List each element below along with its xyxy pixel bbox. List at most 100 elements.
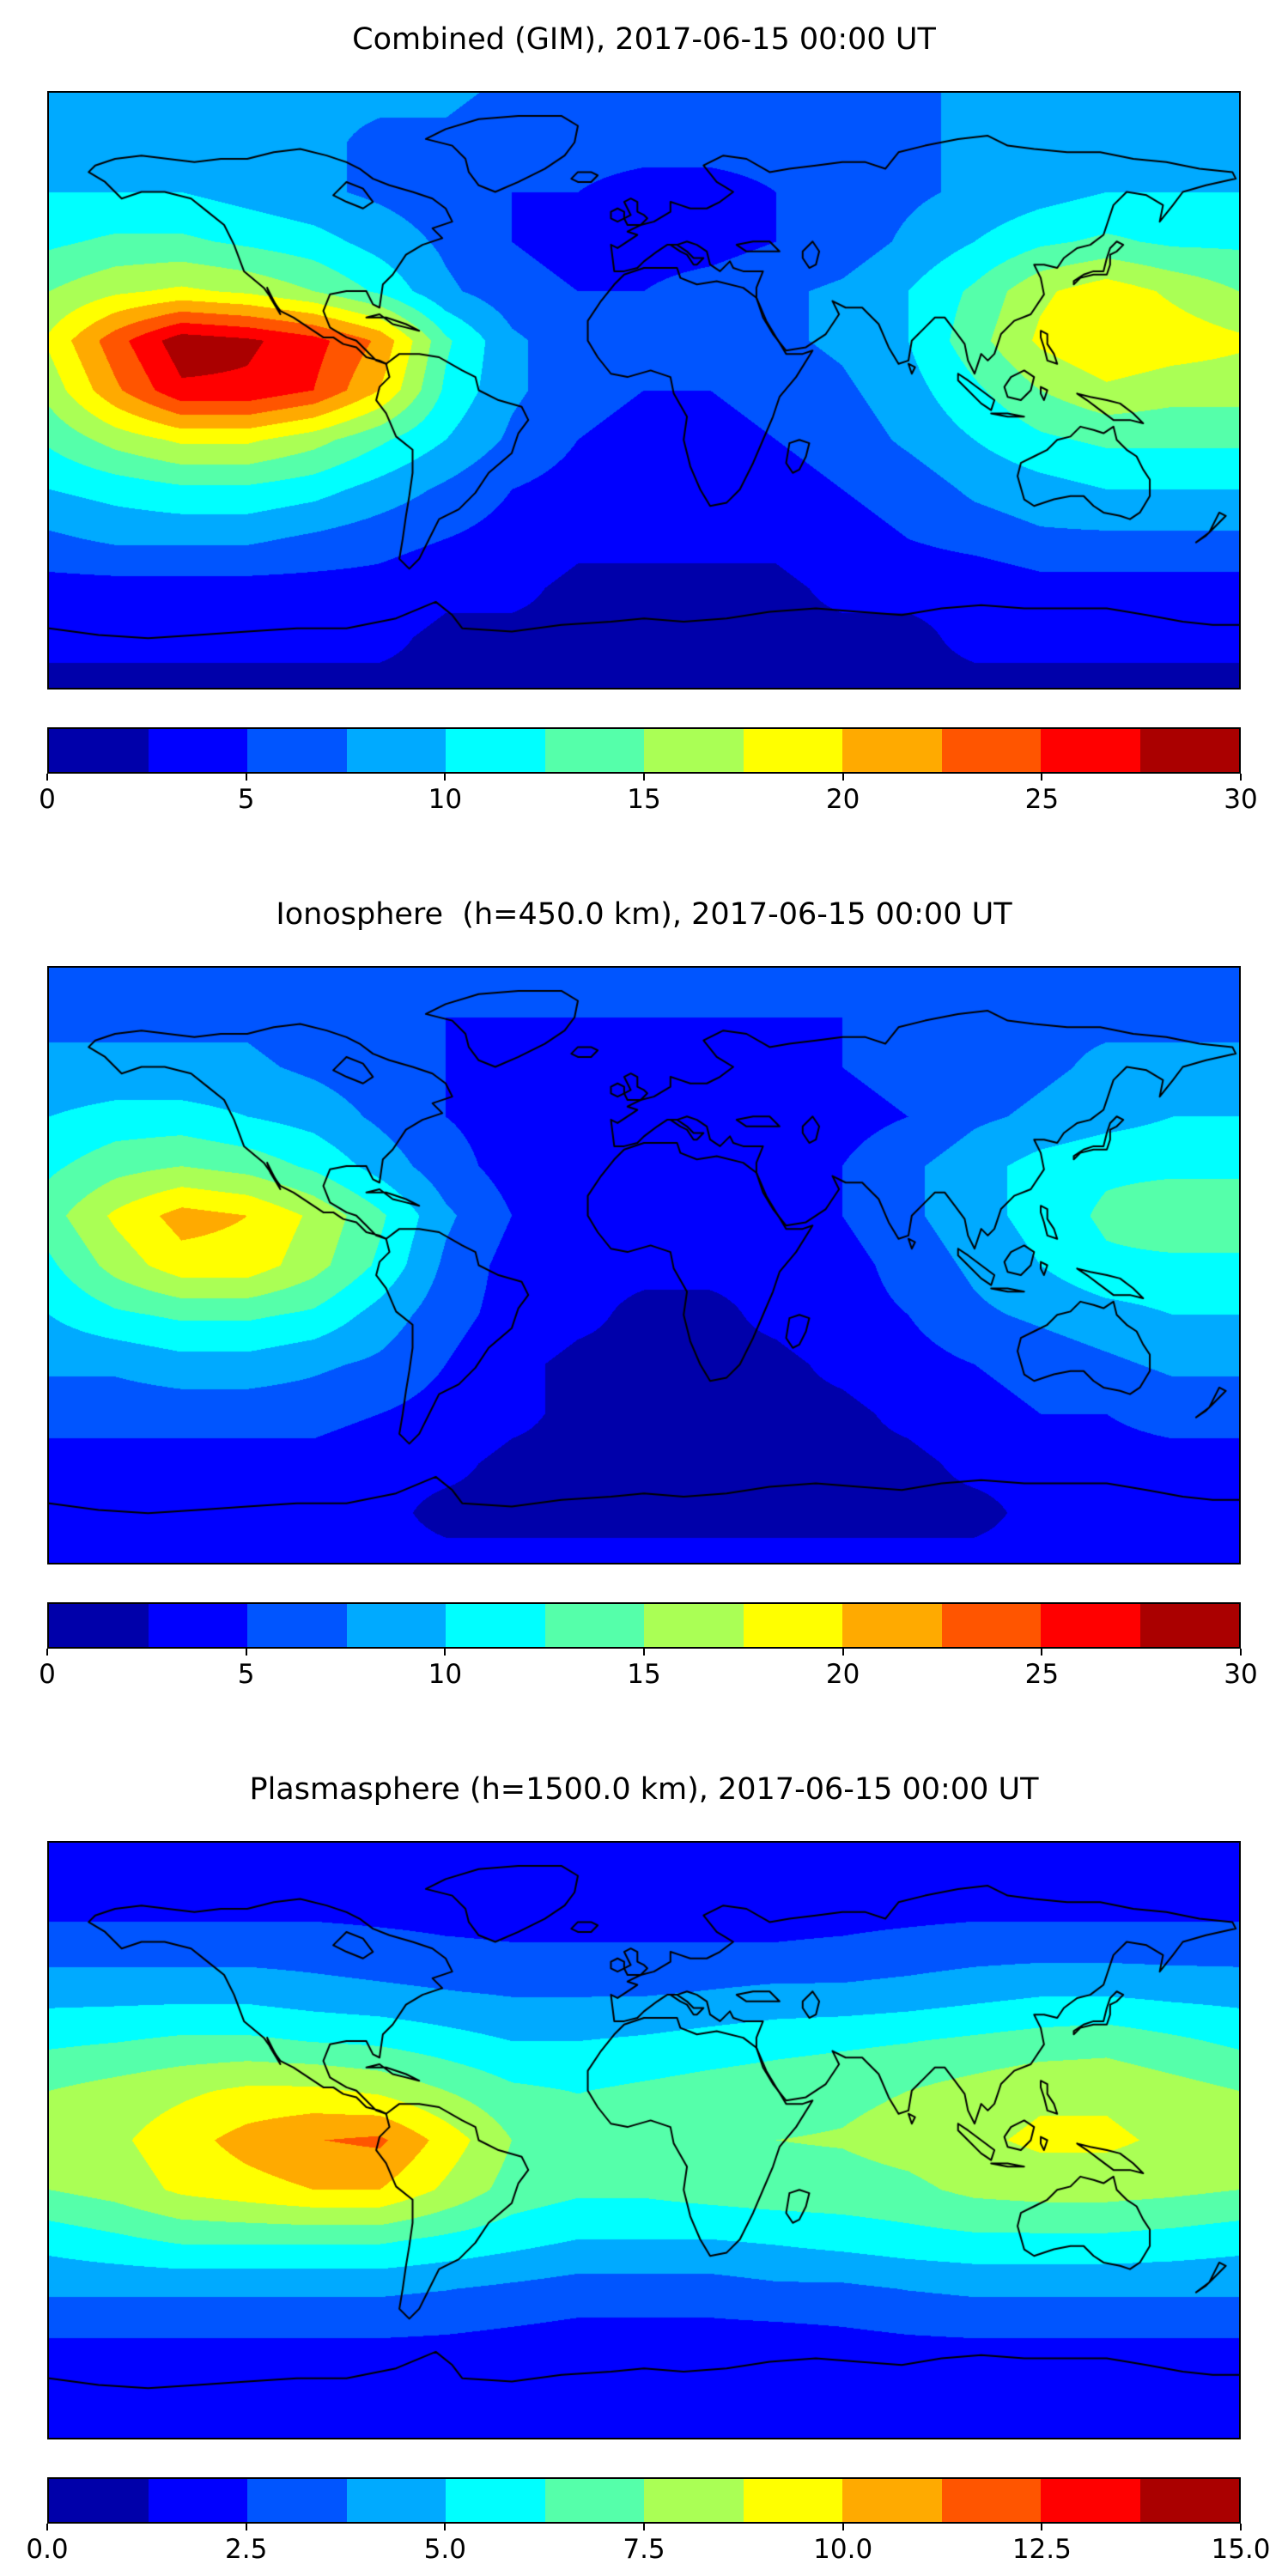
colorbar-tick-label: 0: [39, 784, 56, 815]
colorbar-band: [941, 1604, 1041, 1647]
colorbar-tick-label: 12.5: [1012, 2534, 1072, 2565]
colorbar-tick-mark: [1240, 2524, 1242, 2530]
colorbar-band: [446, 2479, 545, 2522]
colorbar-band: [544, 729, 644, 772]
colorbar-band: [346, 2479, 446, 2522]
colorbar-tick-label: 25: [1024, 784, 1060, 815]
map-canvas-2: [49, 1843, 1239, 2438]
panel-plasmasphere: Plasmasphere (h=1500.0 km), 2017-06-15 0…: [26, 1769, 1271, 2567]
colorbar-bands-2: [49, 2479, 1239, 2522]
colorbar-band: [1041, 2479, 1140, 2522]
colorbar-band: [49, 729, 149, 772]
colorbar-tick-label: 10.0: [813, 2534, 873, 2565]
colorbar-band: [247, 2479, 347, 2522]
colorbar-tick-mark: [841, 774, 844, 781]
colorbar-tick-mark: [245, 2524, 247, 2530]
colorbar-tick-mark: [1041, 1649, 1043, 1656]
colorbar-tick-label: 2.5: [225, 2534, 268, 2565]
colorbar-band: [842, 1604, 942, 1647]
colorbar-tick-mark: [841, 2524, 844, 2530]
colorbar-band: [148, 729, 247, 772]
colorbar-band: [941, 729, 1041, 772]
colorbar-tick-mark: [444, 1649, 447, 1656]
colorbar-band: [1041, 1604, 1140, 1647]
colorbar-tick-mark: [1240, 774, 1242, 781]
colorbar-band: [544, 2479, 644, 2522]
colorbar-band: [842, 729, 942, 772]
colorbar-tick-mark: [841, 1649, 844, 1656]
colorbar-tick-label: 20: [825, 784, 860, 815]
panel-title-plasmasphere: Plasmasphere (h=1500.0 km), 2017-06-15 0…: [249, 1772, 1039, 1807]
panel-title-ionosphere: Ionosphere (h=450.0 km), 2017-06-15 00:0…: [276, 897, 1012, 932]
colorbar-band: [1041, 729, 1140, 772]
colorbar-band: [644, 1604, 744, 1647]
colorbar-ticks-2: 0.0 2.5 5.0 7.5 10.0 12.5 15.0: [26, 2524, 1271, 2567]
colorbar-band: [941, 2479, 1041, 2522]
colorbar-tick-mark: [643, 774, 645, 781]
colorbar-band: [446, 1604, 545, 1647]
colorbar-tick-label: 30: [1224, 1659, 1258, 1690]
colorbar-band: [743, 1604, 842, 1647]
map-combined: [47, 91, 1241, 690]
colorbar-band: [346, 729, 446, 772]
colorbar-tick-label: 7.5: [623, 2534, 665, 2565]
map-ionosphere: [47, 966, 1241, 1564]
map-plasmasphere: [47, 1841, 1241, 2439]
map-canvas-0: [49, 93, 1239, 688]
colorbar-tick-label: 5.0: [423, 2534, 466, 2565]
colorbar-tick-mark: [643, 1649, 645, 1656]
colorbar-tick-label: 30: [1224, 784, 1258, 815]
colorbar-tick-label: 20: [825, 1659, 860, 1690]
colorbar-band: [544, 1604, 644, 1647]
colorbar-tick-label: 15: [627, 1659, 661, 1690]
colorbar-band: [148, 1604, 247, 1647]
colorbar-tick-mark: [1041, 2524, 1043, 2530]
colorbar-band: [49, 1604, 149, 1647]
colorbar-band: [247, 1604, 347, 1647]
colorbar-ticks-0: 0 5 10 15 20 25 30: [39, 774, 1258, 817]
colorbar-tick-label: 15: [627, 784, 661, 815]
colorbar-tick-mark: [46, 1649, 48, 1656]
colorbar-tick-label: 25: [1024, 1659, 1060, 1690]
colorbar-band: [247, 729, 347, 772]
colorbar-tick-label: 5: [237, 1659, 255, 1690]
panel-title-combined: Combined (GIM), 2017-06-15 00:00 UT: [352, 22, 936, 57]
colorbar-tick-label: 0.0: [26, 2534, 69, 2565]
colorbar-band: [1139, 2479, 1239, 2522]
colorbar-band: [148, 2479, 247, 2522]
colorbar-band: [743, 2479, 842, 2522]
colorbar-tick-mark: [46, 774, 48, 781]
colorbar-tick-mark: [245, 774, 247, 781]
colorbar-band: [743, 729, 842, 772]
colorbar-band: [842, 2479, 942, 2522]
colorbar-ticks-1: 0 5 10 15 20 25 30: [39, 1649, 1258, 1692]
colorbar-tick-label: 0: [39, 1659, 56, 1690]
colorbar-tick-mark: [444, 774, 447, 781]
colorbar-tick-label: 10: [428, 1659, 463, 1690]
colorbar-band: [644, 729, 744, 772]
colorbar-bands-1: [49, 1604, 1239, 1647]
colorbar-band: [644, 2479, 744, 2522]
colorbar-tick-label: 15.0: [1211, 2534, 1271, 2565]
colorbar-band: [446, 729, 545, 772]
colorbar-tick-mark: [643, 2524, 645, 2530]
colorbar-tick-mark: [245, 1649, 247, 1656]
colorbar-tick-mark: [1041, 774, 1043, 781]
panel-combined: Combined (GIM), 2017-06-15 00:00 UT 0 5 10…: [39, 19, 1258, 817]
colorbar-band: [1139, 729, 1239, 772]
colorbar-1: [47, 1602, 1241, 1649]
colorbar-band: [1139, 1604, 1239, 1647]
colorbar-tick-label: 10: [428, 784, 463, 815]
colorbar-tick-mark: [46, 2524, 48, 2530]
colorbar-band: [346, 1604, 446, 1647]
colorbar-tick-mark: [444, 2524, 447, 2530]
colorbar-2: [47, 2477, 1241, 2524]
colorbar-0: [47, 727, 1241, 774]
map-canvas-1: [49, 968, 1239, 1563]
colorbar-tick-label: 5: [237, 784, 255, 815]
colorbar-band: [49, 2479, 149, 2522]
colorbar-tick-mark: [1240, 1649, 1242, 1656]
panel-ionosphere: Ionosphere (h=450.0 km), 2017-06-15 00:0…: [39, 894, 1258, 1692]
colorbar-bands-0: [49, 729, 1239, 772]
